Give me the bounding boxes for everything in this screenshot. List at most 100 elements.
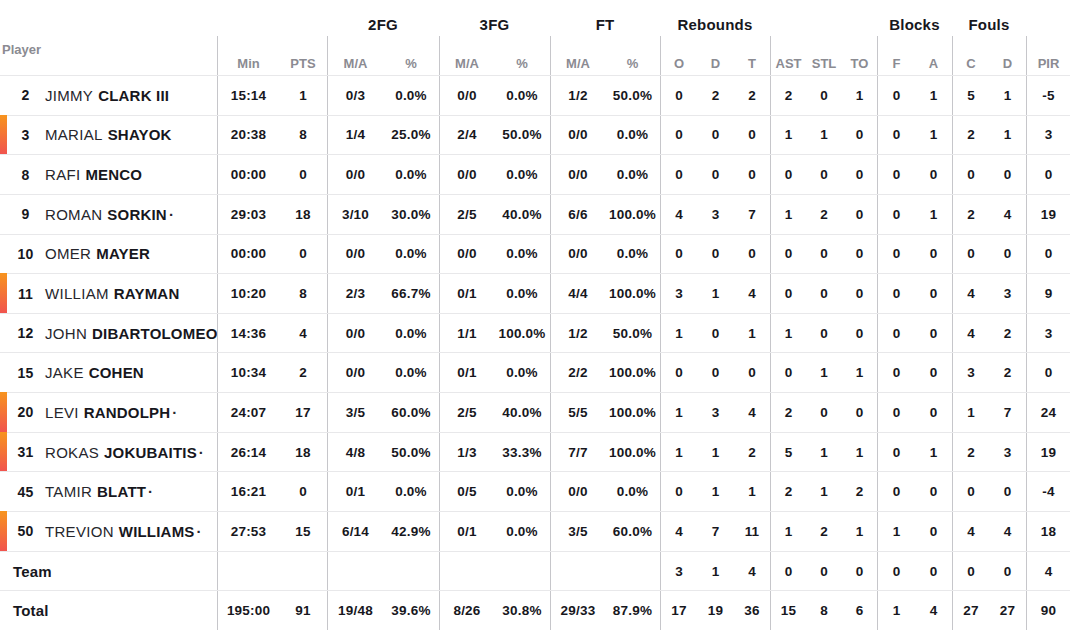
table-row[interactable]: 50 TREVION WILLIAMS · 27:53 15 6/14 42.9… [0, 511, 1070, 551]
stat-3fg-pct: 0.0% [494, 472, 550, 511]
table-body: 2 JIMMY CLARK III 15:14 1 0/3 0.0% 0/0 0… [0, 75, 1070, 630]
player-cell: 9 ROMAN SORKIN · [0, 195, 217, 234]
stat-min: 29:03 [217, 195, 279, 234]
stat-3fg-pct: 0.0% [494, 235, 550, 274]
player-cell: 50 TREVION WILLIAMS · [0, 512, 217, 551]
table-row[interactable]: 20 LEVI RANDOLPH · 24:07 17 3/5 60.0% 2/… [0, 392, 1070, 432]
table-row[interactable]: 9 ROMAN SORKIN · 29:03 18 3/10 30.0% 2/5… [0, 194, 1070, 234]
stat-blk-f: 0 [877, 353, 915, 392]
stat-ast: 2 [770, 472, 806, 511]
stat-2fg-ma: 0/0 [327, 314, 383, 353]
stat-stl: 0 [806, 274, 842, 313]
starter-dot-icon: · [197, 523, 202, 540]
stat-stl: 0 [806, 155, 842, 194]
player-first-name: TAMIR [45, 483, 92, 500]
stat-2fg-pct: 0.0% [383, 314, 439, 353]
stat-2fg-ma: 19/48 [327, 591, 383, 630]
stat-reb-o: 1 [660, 314, 697, 353]
stat-foul-c: 0 [952, 552, 989, 591]
stat-foul-d: 2 [989, 353, 1026, 392]
stat-2fg-ma: 2/3 [327, 274, 383, 313]
table-row[interactable]: 15 JAKE COHEN 10:34 2 0/0 0.0% 0/1 0.0% … [0, 352, 1070, 392]
stat-blk-f: 0 [877, 155, 915, 194]
stat-3fg-ma: 0/1 [439, 512, 494, 551]
col-header-pir: PIR [1026, 36, 1070, 75]
stat-pir: 3 [1026, 116, 1070, 155]
stat-reb-o: 3 [660, 274, 697, 313]
stat-foul-c: 0 [952, 472, 989, 511]
stat-to: 6 [842, 591, 877, 630]
table-row[interactable]: 2 JIMMY CLARK III 15:14 1 0/3 0.0% 0/0 0… [0, 75, 1070, 115]
stat-reb-d: 1 [697, 433, 734, 472]
stat-foul-c: 3 [952, 353, 989, 392]
stat-to: 0 [842, 235, 877, 274]
stat-stl: 0 [806, 314, 842, 353]
stat-to: 1 [842, 512, 877, 551]
player-cell: 45 TAMIR BLATT · [0, 472, 217, 511]
table-row[interactable]: 10 OMER MAYER 00:00 0 0/0 0.0% 0/0 0.0% … [0, 234, 1070, 274]
stat-pts: 0 [279, 472, 327, 511]
stat-blk-f: 0 [877, 76, 915, 115]
stat-ast: 2 [770, 76, 806, 115]
stat-3fg-pct: 40.0% [494, 393, 550, 432]
col-header-blk-f: F [877, 36, 915, 75]
stat-foul-d: 0 [989, 155, 1026, 194]
stat-blk-a: 0 [915, 472, 952, 511]
stat-reb-t: 0 [734, 353, 770, 392]
stat-pir: 0 [1026, 155, 1070, 194]
player-cell: 31 ROKAS JOKUBAITIS · [0, 433, 217, 472]
table-row[interactable]: 45 TAMIR BLATT · 16:21 0 0/1 0.0% 0/5 0.… [0, 471, 1070, 511]
stat-foul-d: 27 [989, 591, 1026, 630]
total-row: Total 195:00 91 19/48 39.6% 8/26 30.8% 2… [0, 590, 1070, 630]
stat-reb-d: 0 [697, 116, 734, 155]
stat-pts: 8 [279, 116, 327, 155]
stat-pts: 0 [279, 235, 327, 274]
player-last-name: CLARK III [98, 87, 169, 104]
stat-2fg-pct: 60.0% [383, 393, 439, 432]
stat-foul-c: 1 [952, 393, 989, 432]
player-number: 31 [13, 444, 38, 460]
stat-pts: 2 [279, 353, 327, 392]
stat-stl: 1 [806, 433, 842, 472]
stat-reb-t: 36 [734, 591, 770, 630]
starter-dot-icon: · [169, 206, 174, 223]
stat-3fg-ma [439, 552, 494, 591]
stat-reb-o: 1 [660, 433, 697, 472]
player-number: 12 [13, 325, 38, 341]
team-row: Team 3 1 4 0 0 0 0 0 0 0 4 [0, 551, 1070, 591]
stat-ft-ma: 7/7 [550, 433, 605, 472]
player-number: 2 [13, 87, 38, 103]
stat-min: 10:34 [217, 353, 279, 392]
stat-ast: 0 [770, 552, 806, 591]
stat-ft-pct: 100.0% [605, 433, 660, 472]
stat-blk-a: 0 [915, 155, 952, 194]
stat-foul-d: 0 [989, 552, 1026, 591]
table-row[interactable]: 12 JOHN DIBARTOLOMEO 14:36 4 0/0 0.0% 1/… [0, 313, 1070, 353]
table-row[interactable]: 11 WILLIAM RAYMAN 10:20 8 2/3 66.7% 0/1 … [0, 273, 1070, 313]
table-row[interactable]: 31 ROKAS JOKUBAITIS · 26:14 18 4/8 50.0%… [0, 432, 1070, 472]
stat-blk-a: 4 [915, 591, 952, 630]
stat-reb-o: 0 [660, 76, 697, 115]
stat-reb-t: 1 [734, 472, 770, 511]
stat-ft-ma: 2/2 [550, 353, 605, 392]
stat-reb-t: 1 [734, 314, 770, 353]
stat-2fg-ma [327, 552, 383, 591]
stat-reb-o: 0 [660, 155, 697, 194]
stat-foul-d: 1 [989, 116, 1026, 155]
stat-foul-c: 4 [952, 274, 989, 313]
stat-blk-f: 0 [877, 195, 915, 234]
player-number: 45 [13, 484, 38, 500]
stat-foul-c: 2 [952, 116, 989, 155]
stat-to: 0 [842, 393, 877, 432]
stat-stl: 2 [806, 512, 842, 551]
stat-blk-f: 0 [877, 235, 915, 274]
stat-foul-c: 4 [952, 512, 989, 551]
stat-blk-f: 0 [877, 472, 915, 511]
starter-dot-icon: · [199, 444, 204, 461]
table-row[interactable]: 8 RAFI MENCO 00:00 0 0/0 0.0% 0/0 0.0% 0… [0, 154, 1070, 194]
stat-2fg-pct: 42.9% [383, 512, 439, 551]
player-number: 9 [13, 206, 38, 222]
stat-reb-t: 0 [734, 155, 770, 194]
table-row[interactable]: 3 MARIAL SHAYOK 20:38 8 1/4 25.0% 2/4 50… [0, 115, 1070, 155]
stat-foul-d: 3 [989, 433, 1026, 472]
